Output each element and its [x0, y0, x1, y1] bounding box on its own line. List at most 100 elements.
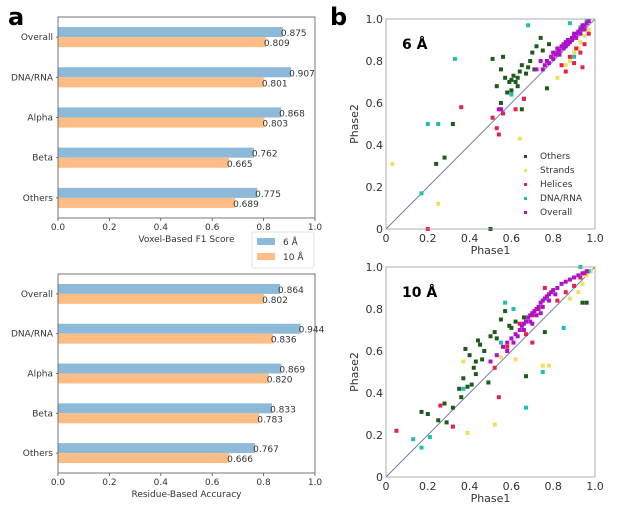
category-label: Others — [23, 449, 54, 459]
scatter-point — [532, 67, 537, 72]
scatter-point — [473, 359, 478, 364]
scatter-point — [463, 346, 468, 351]
y-tick-label: 1.0 — [366, 261, 384, 274]
marker-strands — [524, 169, 527, 172]
scatter-point — [544, 59, 549, 63]
scatter-point — [563, 44, 568, 49]
marker-dna-rna — [524, 197, 527, 200]
data-label: 0.803 — [262, 120, 288, 130]
scatter-point — [540, 304, 545, 309]
scatter-point — [438, 403, 443, 408]
scatter-point — [570, 38, 575, 42]
scatter-point — [582, 33, 587, 38]
bar — [58, 27, 283, 38]
scatter-point — [553, 52, 558, 57]
scatter-point — [534, 307, 539, 311]
scatter-point — [503, 309, 508, 314]
scatter-point — [547, 363, 552, 368]
scatter-point — [486, 380, 491, 385]
category-label: Overall — [21, 290, 53, 300]
scatter-point — [524, 405, 529, 410]
x-tick-label: 0.8 — [544, 232, 562, 245]
scatter-point — [498, 107, 503, 112]
scatter-point — [452, 56, 457, 61]
scatter-point — [517, 328, 522, 332]
scatter-point — [473, 372, 478, 377]
x-tick-label: 0.0 — [51, 223, 66, 233]
legend-label: DNA/RNA — [540, 194, 583, 204]
scatter-point — [584, 300, 589, 305]
scatter-point — [442, 401, 447, 406]
scatter-point — [450, 405, 455, 410]
scatter-point — [582, 42, 587, 47]
scatter-point — [542, 63, 547, 68]
scatter-point — [540, 298, 545, 303]
scatter-point — [551, 50, 556, 55]
scatter-point — [494, 84, 499, 89]
x-tick-label: 0 — [383, 480, 390, 493]
scatter-point — [559, 63, 564, 68]
bar — [58, 333, 273, 344]
diagonal-line — [385, 266, 596, 478]
scatter-point — [557, 48, 562, 53]
x-tick-label: 0.4 — [461, 232, 479, 245]
scatter-point — [480, 357, 485, 362]
bar — [58, 117, 265, 128]
bar — [58, 187, 258, 198]
category-label: DNA/RNA — [11, 330, 54, 340]
y-tick-label: 0.2 — [366, 181, 384, 194]
scatter-point — [505, 344, 510, 349]
scatter-point — [572, 50, 577, 55]
scatter-point — [544, 294, 549, 299]
legend-label-6a: 6 Å — [283, 236, 299, 248]
marker-overall — [524, 211, 527, 214]
y-tick-label: 0 — [376, 471, 383, 484]
scatter-point — [498, 355, 503, 360]
bar — [58, 453, 230, 464]
scatter-point — [580, 281, 585, 286]
data-label: 0.809 — [264, 39, 290, 49]
scatter-point — [517, 321, 522, 326]
data-label: 0.801 — [262, 79, 288, 89]
scatter-point — [498, 317, 503, 322]
scatter-point — [547, 298, 552, 303]
legend-label: Overall — [540, 208, 572, 218]
scatter-point — [459, 105, 464, 110]
y-tick-label: 0.4 — [366, 387, 384, 400]
scatter-point — [501, 111, 506, 116]
x-tick-label: 0.4 — [154, 223, 169, 233]
scatter-point — [540, 370, 545, 374]
scatter-point — [555, 298, 560, 303]
x-tick-label: 0.8 — [256, 223, 271, 233]
scatter-point — [492, 422, 497, 427]
scatter-point — [513, 357, 518, 362]
x-tick-label: 0.4 — [461, 480, 479, 493]
scatter-point — [498, 340, 503, 345]
bar — [58, 67, 292, 78]
scatter-point — [505, 340, 510, 345]
scatter-point — [509, 77, 514, 82]
scatter-point — [530, 50, 535, 55]
scatter-point — [551, 56, 556, 61]
scatter-point — [478, 342, 483, 347]
scatter-point — [496, 132, 501, 137]
scatter-point — [534, 67, 539, 72]
bar — [58, 293, 265, 304]
resolution-title: 6 Å — [402, 36, 428, 53]
scatter-point — [526, 23, 531, 28]
scatter-point — [507, 80, 512, 84]
scatter-point — [580, 23, 585, 28]
scatter-point — [538, 59, 543, 63]
x-tick-label: 0.6 — [503, 480, 521, 493]
bar — [58, 403, 273, 414]
y-tick-labels: 0 0.2 0.4 0.6 0.8 1.0 — [366, 261, 384, 484]
scatter-point — [578, 40, 583, 45]
x-tick-label: 0.2 — [102, 223, 116, 233]
data-label: 0.864 — [278, 286, 304, 296]
data-label: 0.820 — [267, 375, 293, 385]
scatter-point — [521, 328, 526, 332]
bar — [58, 107, 282, 118]
scatter-point — [427, 435, 432, 440]
scatter-point — [572, 275, 577, 280]
scatter-point — [526, 65, 531, 70]
